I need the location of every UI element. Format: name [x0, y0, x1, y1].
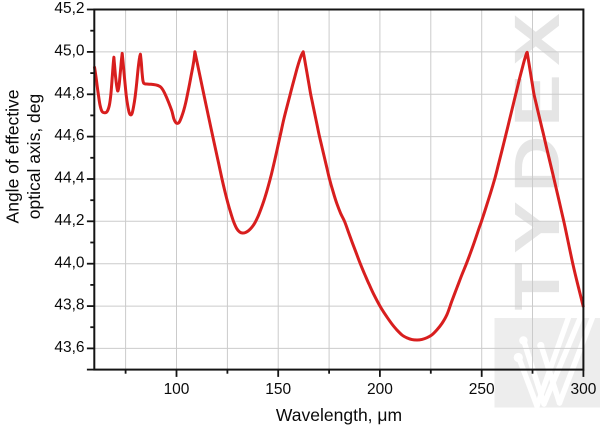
svg-text:45,2: 45,2 [54, 0, 84, 17]
svg-text:43,8: 43,8 [54, 297, 84, 314]
svg-text:Wavelength, μm: Wavelength, μm [276, 405, 402, 425]
svg-text:250: 250 [469, 381, 495, 398]
svg-text:44,4: 44,4 [54, 170, 85, 187]
svg-text:Angle of effective: Angle of effective [3, 90, 23, 224]
svg-text:44,0: 44,0 [54, 254, 85, 271]
svg-text:43,6: 43,6 [54, 339, 84, 356]
svg-text:300: 300 [570, 381, 596, 398]
svg-text:TYDEX: TYDEX [501, 5, 573, 311]
svg-text:44,2: 44,2 [54, 212, 84, 229]
svg-text:150: 150 [265, 381, 291, 398]
svg-text:100: 100 [164, 381, 190, 398]
svg-text:200: 200 [367, 381, 393, 398]
svg-text:45,0: 45,0 [54, 43, 85, 60]
svg-text:optical axis, deg: optical axis, deg [24, 94, 44, 220]
svg-text:44,8: 44,8 [54, 85, 84, 102]
svg-text:44,6: 44,6 [54, 127, 84, 144]
